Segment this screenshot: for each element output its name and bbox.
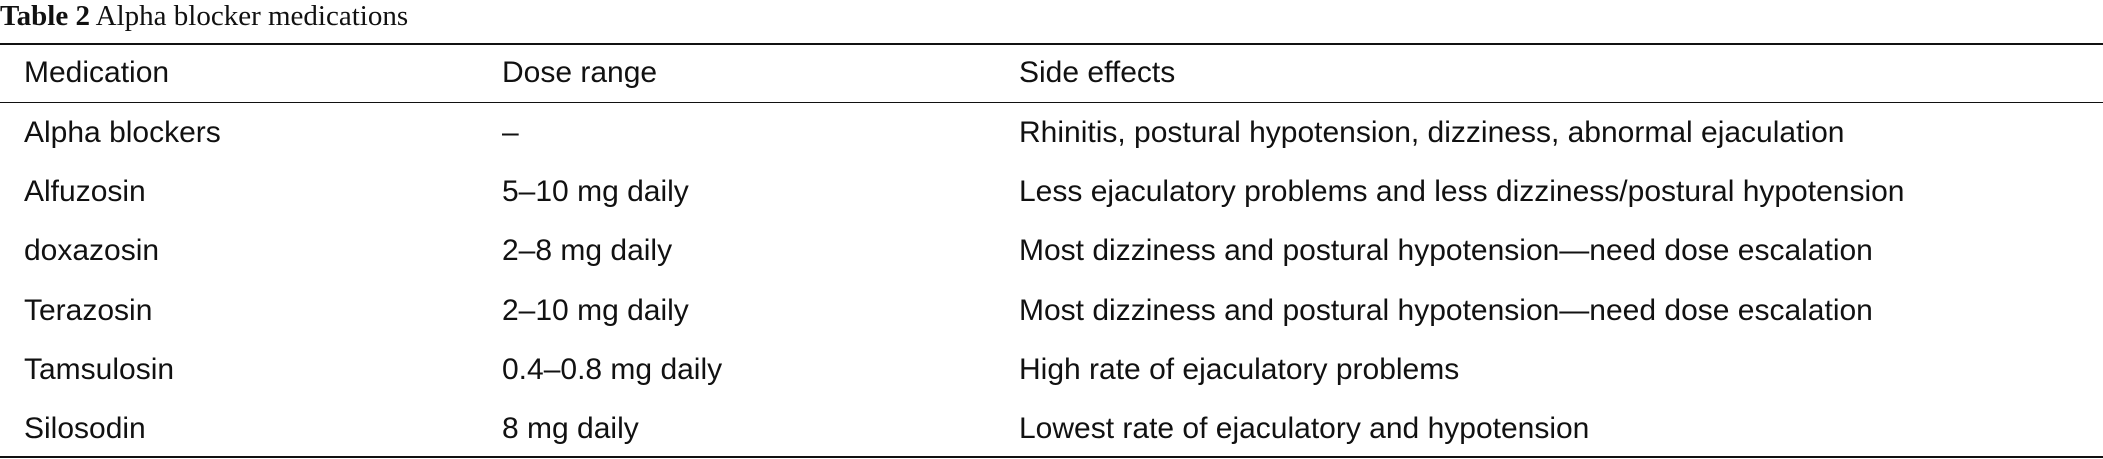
table-cell: 2–10 mg daily (502, 293, 689, 327)
top-rule (0, 43, 2103, 45)
header-rule (0, 102, 2103, 103)
header-cell: Medication (24, 56, 170, 89)
table-cell: Alpha blockers (24, 116, 221, 149)
table-cell: Most dizziness and postural hypotension—… (1019, 234, 1873, 268)
table-cell: 2–8 mg daily (502, 234, 673, 268)
table-title: Alpha blocker medications (95, 0, 409, 32)
table-cell: High rate of ejaculatory problems (1019, 352, 1460, 386)
table-label: Table 2 (0, 0, 90, 32)
bottom-rule (0, 456, 2103, 458)
table-caption: Table 2 Alpha blocker medications (0, 0, 408, 32)
table-cell: Silosodin (24, 412, 146, 445)
table-cell: Most dizziness and postural hypotension—… (1019, 293, 1873, 327)
table-cell: doxazosin (24, 234, 160, 268)
table-cell: Lowest rate of ejaculatory and hypotensi… (1019, 412, 1590, 445)
table-cell: 8 mg daily (502, 412, 639, 445)
table-cell: 5–10 mg daily (502, 175, 689, 209)
table-cell: – (502, 116, 519, 149)
table-cell: Tamsulosin (24, 352, 175, 386)
header-cell: Dose range (502, 56, 658, 89)
table-cell: 0.4–0.8 mg daily (502, 352, 723, 386)
table-cell: Alfuzosin (24, 175, 146, 209)
table-cell: Less ejaculatory problems and less dizzi… (1019, 175, 1905, 209)
table-cell: Terazosin (24, 293, 153, 327)
table-cell: Rhinitis, postural hypotension, dizzines… (1019, 116, 1845, 149)
header-cell: Side effects (1019, 56, 1176, 89)
